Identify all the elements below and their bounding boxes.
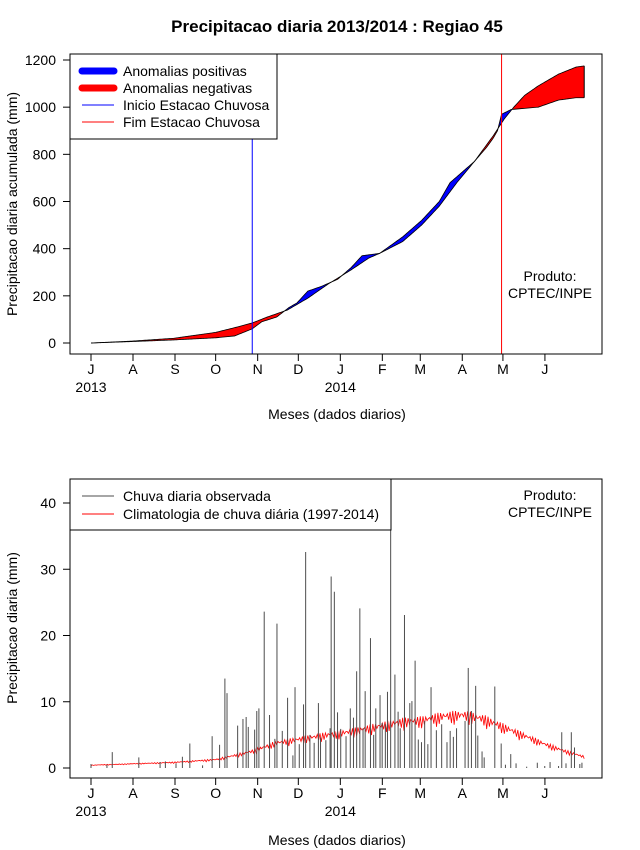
- negative-anomaly-area: [512, 65, 585, 110]
- bottom-x-tick-label: S: [170, 785, 179, 801]
- bottom-x-tick-label: M: [497, 785, 509, 801]
- top-x-tick-label: J: [541, 361, 548, 377]
- top-y-tick-label: 0: [48, 335, 56, 351]
- top-x-tick-label: D: [293, 361, 303, 377]
- top-x-tick-label: M: [497, 361, 509, 377]
- top-y-tick-label: 1000: [25, 99, 56, 115]
- bottom-x-tick-label: J: [337, 785, 344, 801]
- bottom-x-tick-label: A: [458, 785, 468, 801]
- chart-title: Precipitacao diaria 2013/2014 : Regiao 4…: [171, 17, 503, 36]
- legend-top: Anomalias positivas Anomalias negativas …: [69, 53, 278, 140]
- top-y-tick-label: 400: [33, 241, 57, 257]
- legend-label-negative: Anomalias negativas: [123, 80, 252, 96]
- positive-anomaly-area: [343, 159, 476, 275]
- bottom-y-tick-label: 30: [40, 561, 56, 577]
- top-x-tick-label: N: [253, 361, 263, 377]
- product-source-bottom: CPTEC/INPE: [508, 504, 592, 520]
- top-y-tick-label: 600: [33, 194, 57, 210]
- bottom-x-tick-label: N: [253, 785, 263, 801]
- top-x-tick-label: J: [88, 361, 95, 377]
- daily-bars-layer: [90, 489, 583, 768]
- legend-label-positive: Anomalias positivas: [123, 63, 247, 79]
- legend-box-bottom: [69, 478, 392, 531]
- bottom-x-tick-label: J: [541, 785, 548, 801]
- y-axis-label-bottom: Precipitacao diaria (mm): [4, 552, 20, 704]
- bottom-y-tick-label: 10: [40, 694, 56, 710]
- bottom-x-tick-label: J: [88, 785, 95, 801]
- bottom-y-tick-label: 0: [48, 760, 56, 776]
- bottom-x-tick-label: F: [378, 785, 387, 801]
- legend-label-end: Fim Estacao Chuvosa: [123, 114, 260, 130]
- product-source-top: CPTEC/INPE: [508, 285, 592, 301]
- top-year-label: 2013: [75, 379, 106, 395]
- top-x-tick-label: O: [210, 361, 221, 377]
- bottom-y-tick-label: 40: [40, 495, 56, 511]
- bottom-year-label: 2013: [75, 803, 106, 819]
- top-x-tick-label: A: [128, 361, 138, 377]
- top-y-tick-label: 1200: [25, 52, 56, 68]
- y-axis-label-top: Precipitacao diaria acumulada (mm): [4, 92, 20, 316]
- negative-anomaly-area: [92, 310, 285, 343]
- top-x-tick-label: J: [337, 361, 344, 377]
- top-y-tick-label: 200: [33, 288, 57, 304]
- legend-bottom: Chuva diaria observada Climatologia de c…: [69, 478, 392, 531]
- x-axis-label-top: Meses (dados diarios): [268, 406, 406, 422]
- plot-frame-top: [69, 53, 603, 355]
- bottom-x-tick-label: M: [414, 785, 426, 801]
- y-axis-bottom: 0 10 20 30 40: [40, 495, 70, 776]
- legend-label-onset: Inicio Estacao Chuvosa: [123, 97, 270, 113]
- bottom-y-tick-label: 20: [40, 628, 56, 644]
- positive-anomaly-area: [284, 281, 333, 311]
- legend-label-observed: Chuva diaria observada: [123, 488, 271, 504]
- top-x-tick-label: M: [414, 361, 426, 377]
- bottom-x-tick-label: D: [293, 785, 303, 801]
- legend-label-climatology: Climatologia de chuva diária (1997-2014): [123, 506, 379, 522]
- product-label-bottom: Produto:: [524, 487, 577, 503]
- top-y-tick-label: 800: [33, 146, 57, 162]
- bottom-x-tick-label: A: [128, 785, 138, 801]
- x-axis-bottom: J A S O N D J F M A M J 2013 2014: [75, 778, 548, 819]
- top-x-tick-label: S: [170, 361, 179, 377]
- product-label-top: Produto:: [524, 268, 577, 284]
- bottom-year-label: 2014: [325, 803, 356, 819]
- top-x-tick-label: F: [378, 361, 387, 377]
- x-axis-top: J A S O N D J F M A M J 2013 2014: [75, 354, 548, 395]
- top-x-tick-label: A: [458, 361, 468, 377]
- bottom-x-tick-label: O: [210, 785, 221, 801]
- y-axis-top: 0 200 400 600 800 1000 1200: [25, 52, 70, 351]
- x-axis-label-bottom: Meses (dados diarios): [268, 832, 406, 848]
- top-year-label: 2014: [325, 379, 356, 395]
